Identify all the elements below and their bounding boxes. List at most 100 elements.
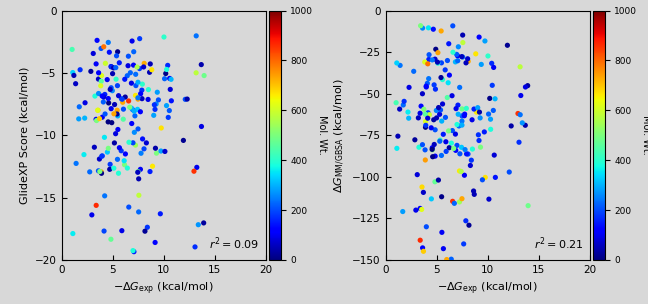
Point (464, 223, 474, 228)
Point (99, 135, 110, 140)
Point (80, 100, 90, 105)
Point (112, 108, 122, 113)
Point (442, 95, 452, 100)
Point (446, 257, 456, 262)
Point (161, 71, 171, 76)
Y-axis label: Mol. Wt.: Mol. Wt. (317, 116, 327, 155)
Point (428, 117, 439, 122)
Point (398, 209, 408, 214)
Point (466, 158, 476, 163)
Point (102, 77, 112, 82)
Point (523, 203, 533, 208)
Point (142, 225, 152, 230)
Point (449, 201, 459, 206)
Point (463, 152, 473, 157)
Text: $r^2 = 0.21$: $r^2 = 0.21$ (535, 236, 584, 252)
Point (97, 154, 108, 158)
Point (452, 143, 462, 148)
Point (108, 65, 119, 70)
Point (199, 73, 209, 78)
Point (461, 151, 472, 156)
Point (106, 64, 117, 69)
Point (89, 145, 100, 150)
X-axis label: $-\Delta G_{\mathrm{exp}}$ (kcal/mol): $-\Delta G_{\mathrm{exp}}$ (kcal/mol) (113, 280, 214, 297)
Point (67, 70, 78, 75)
Point (113, 49, 123, 54)
Point (69, 73, 79, 78)
Point (133, 193, 144, 198)
Point (413, 116, 424, 120)
Point (126, 121, 137, 126)
Point (146, 67, 157, 72)
Point (93, 70, 104, 75)
Point (456, 169, 467, 174)
Point (129, 249, 139, 254)
Point (67, 231, 78, 236)
Point (96, 79, 106, 84)
Point (153, 98, 163, 102)
Point (71, 81, 81, 86)
Point (469, 192, 480, 197)
Point (198, 220, 209, 225)
Point (395, 63, 405, 68)
Point (190, 244, 200, 249)
Point (156, 126, 167, 130)
Point (506, 123, 516, 128)
Point (91, 203, 101, 208)
Point (145, 70, 155, 75)
Point (457, 40, 468, 45)
Point (457, 119, 467, 123)
Point (504, 170, 515, 174)
Point (149, 102, 159, 107)
Point (133, 209, 144, 214)
Point (145, 61, 156, 66)
Point (109, 166, 119, 171)
Point (87, 212, 97, 217)
Point (113, 127, 123, 132)
Point (450, 132, 461, 136)
Point (423, 110, 434, 115)
Point (112, 112, 122, 116)
Point (163, 63, 173, 68)
Point (133, 80, 143, 85)
Point (487, 83, 498, 88)
Point (192, 165, 202, 170)
Point (97, 73, 107, 78)
Point (106, 237, 116, 242)
Point (459, 112, 470, 116)
Point (437, 102, 448, 106)
Point (404, 85, 414, 90)
Point (191, 71, 202, 75)
Point (137, 88, 147, 93)
Point (124, 140, 134, 145)
Point (128, 63, 139, 67)
Point (435, 139, 445, 144)
Point (132, 65, 143, 70)
Point (124, 205, 134, 209)
Point (453, 44, 463, 49)
Point (471, 110, 481, 115)
Point (127, 39, 137, 43)
Point (116, 96, 126, 101)
Point (137, 136, 148, 141)
Point (102, 150, 113, 154)
Point (426, 196, 437, 201)
Point (489, 65, 499, 70)
Point (130, 93, 141, 98)
Point (520, 85, 531, 89)
Point (74, 116, 84, 121)
Point (182, 97, 192, 102)
Point (93, 108, 103, 113)
Point (165, 87, 176, 92)
Point (469, 107, 479, 112)
Point (448, 23, 458, 28)
Point (95, 169, 105, 174)
Point (123, 63, 133, 68)
Point (424, 76, 434, 81)
Point (430, 154, 441, 159)
Point (178, 138, 189, 143)
Point (119, 107, 129, 112)
Point (463, 56, 473, 61)
Point (103, 40, 113, 45)
Point (105, 162, 115, 167)
